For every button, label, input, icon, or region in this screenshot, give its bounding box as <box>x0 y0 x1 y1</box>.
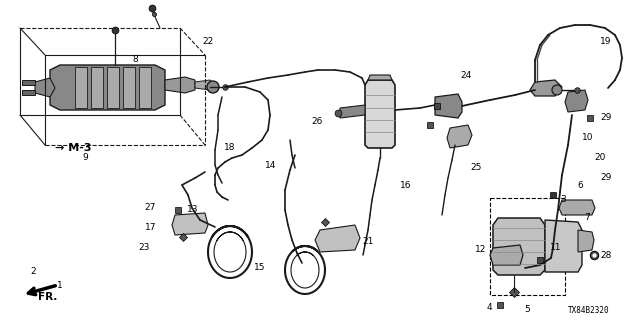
Polygon shape <box>545 220 582 272</box>
Polygon shape <box>530 80 562 96</box>
Text: 27: 27 <box>145 204 156 212</box>
Text: TX84B2320: TX84B2320 <box>568 306 610 315</box>
Text: 29: 29 <box>600 114 611 123</box>
Text: 9: 9 <box>82 154 88 163</box>
Polygon shape <box>107 67 119 108</box>
Text: 23: 23 <box>139 244 150 252</box>
Text: 12: 12 <box>475 245 486 254</box>
Polygon shape <box>365 80 395 148</box>
Polygon shape <box>559 200 595 215</box>
Text: 7: 7 <box>584 213 589 222</box>
Text: 16: 16 <box>400 180 412 189</box>
Polygon shape <box>22 90 35 95</box>
Text: 5: 5 <box>524 306 530 315</box>
Polygon shape <box>493 218 545 275</box>
Polygon shape <box>165 77 195 93</box>
Text: 18: 18 <box>224 143 236 153</box>
Text: 26: 26 <box>312 117 323 126</box>
Polygon shape <box>490 245 523 265</box>
Polygon shape <box>139 67 151 108</box>
Text: 10: 10 <box>582 133 593 142</box>
Circle shape <box>207 81 219 93</box>
Text: 25: 25 <box>470 164 481 172</box>
Polygon shape <box>578 230 594 252</box>
Polygon shape <box>368 75 392 80</box>
Text: 15: 15 <box>254 263 266 273</box>
Text: 3: 3 <box>560 196 566 204</box>
Polygon shape <box>447 125 472 148</box>
Polygon shape <box>75 67 87 108</box>
Polygon shape <box>315 225 360 252</box>
Text: 20: 20 <box>594 154 605 163</box>
Polygon shape <box>123 67 135 108</box>
Text: 28: 28 <box>600 251 611 260</box>
Polygon shape <box>91 67 103 108</box>
Polygon shape <box>340 105 365 118</box>
Text: 11: 11 <box>550 244 561 252</box>
Text: 24: 24 <box>460 70 471 79</box>
Text: 14: 14 <box>264 161 276 170</box>
Text: 13: 13 <box>187 205 198 214</box>
Text: 22: 22 <box>202 37 213 46</box>
Text: 4: 4 <box>487 303 493 313</box>
Text: 17: 17 <box>145 223 156 233</box>
Text: 1: 1 <box>57 281 63 290</box>
Polygon shape <box>172 213 208 235</box>
Text: FR.: FR. <box>38 292 58 302</box>
Text: 8: 8 <box>132 55 138 65</box>
Circle shape <box>552 85 562 95</box>
Polygon shape <box>50 65 165 110</box>
Text: → M-3: → M-3 <box>55 143 92 153</box>
Text: 2: 2 <box>30 268 36 276</box>
Text: 19: 19 <box>600 37 611 46</box>
Text: 6: 6 <box>577 180 583 189</box>
Text: 29: 29 <box>600 173 611 182</box>
Text: 21: 21 <box>362 237 373 246</box>
Polygon shape <box>435 94 462 118</box>
Polygon shape <box>195 80 215 90</box>
Polygon shape <box>565 90 588 112</box>
Polygon shape <box>22 80 35 85</box>
Polygon shape <box>35 78 55 97</box>
